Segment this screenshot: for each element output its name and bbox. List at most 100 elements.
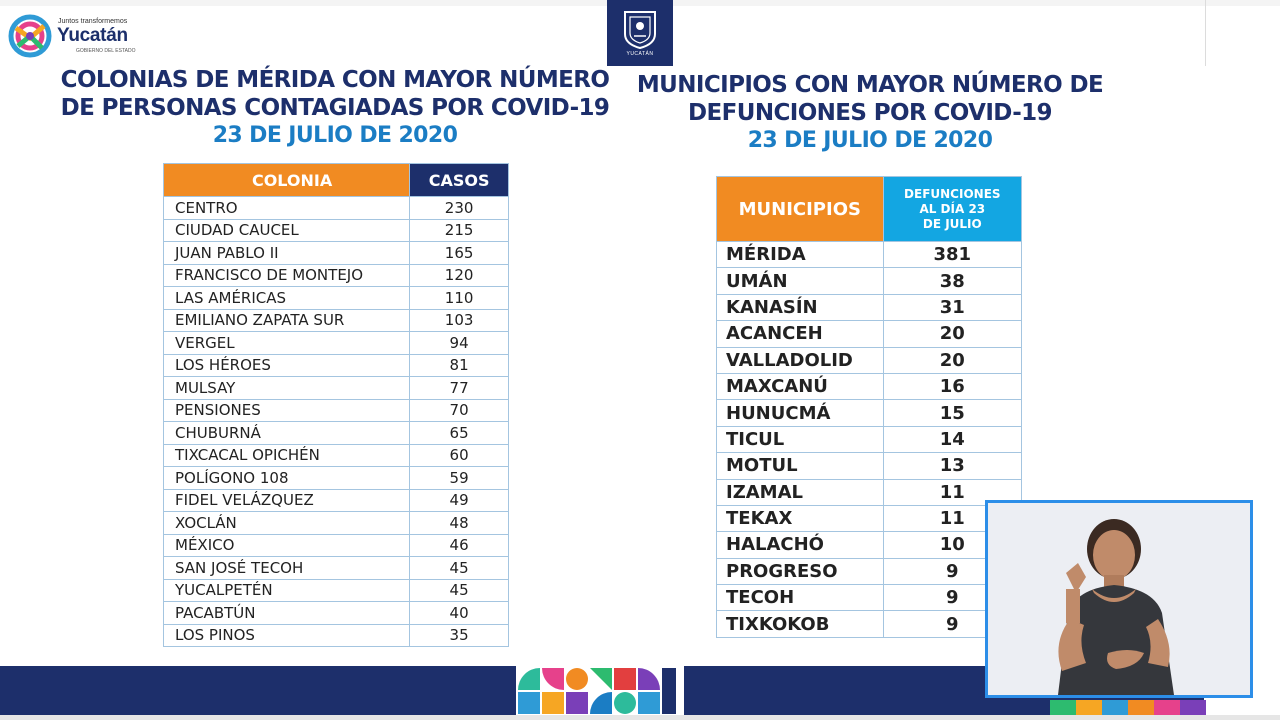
municipio-name: MOTUL	[716, 452, 884, 480]
casos-value: 35	[409, 623, 509, 647]
casos-value: 81	[409, 353, 509, 377]
table-header-row: COLONIA CASOS	[162, 163, 509, 197]
table-row: FIDEL VELÁZQUEZ 49	[162, 488, 509, 512]
table-row: HUNUCMÁ 15	[716, 399, 1023, 427]
table-row: LOS HÉROES 81	[162, 353, 509, 377]
casos-value: 215	[409, 218, 509, 242]
table-row: MAXCANÚ 16	[716, 372, 1023, 401]
table-row: HALACHÓ 10	[716, 531, 1023, 559]
right-title-line2: DEFUNCIONES POR COVID-19	[688, 100, 1053, 126]
yucatan-logo: Juntos transformemos Yucatán GOBIERNO DE…	[8, 14, 158, 58]
defunciones-value: 16	[882, 372, 1023, 401]
colonia-name: CENTRO	[162, 196, 411, 220]
casos-value: 59	[409, 466, 509, 490]
colonia-name: LOS HÉROES	[162, 353, 411, 377]
left-title-date: 23 DE JULIO DE 2020	[212, 123, 458, 148]
decorative-pattern-icon	[516, 666, 676, 715]
yucatan-logo-icon	[8, 14, 52, 58]
casos-value: 45	[409, 556, 509, 580]
municipio-name: KANASÍN	[716, 293, 884, 322]
right-title: MUNICIPIOS CON MAYOR NÚMERO DE DEFUNCION…	[620, 71, 1120, 155]
interpreter-figure-icon	[988, 503, 1250, 695]
sign-language-interpreter-video	[985, 500, 1253, 698]
colonia-name: XOCLÁN	[162, 511, 411, 535]
shield-caption: YUCATÁN	[626, 50, 654, 57]
table-row: CIUDAD CAUCEL 215	[162, 218, 509, 242]
colonia-name: POLÍGONO 108	[162, 466, 411, 490]
table-row: XOCLÁN 48	[162, 511, 509, 535]
defunciones-value: 15	[882, 399, 1023, 427]
defunciones-value: 38	[882, 267, 1023, 295]
municipio-name: TECOH	[716, 584, 884, 612]
column-header-municipios: MUNICIPIOS	[716, 176, 884, 242]
column-header-colonia: COLONIA	[162, 163, 411, 197]
table-row: TIXCACAL OPICHÉN 60	[162, 443, 509, 467]
footer-decoration	[516, 666, 676, 715]
defunciones-value: 381	[882, 240, 1023, 269]
casos-value: 77	[409, 376, 509, 400]
colonia-name: LAS AMÉRICAS	[162, 286, 411, 310]
table-row: LAS AMÉRICAS 110	[162, 286, 509, 310]
table-row: ACANCEH 20	[716, 320, 1023, 348]
casos-value: 48	[409, 511, 509, 535]
table-row: EMILIANO ZAPATA SUR 103	[162, 308, 509, 332]
left-title: COLONIAS DE MÉRIDA CON MAYOR NÚMERO DE P…	[40, 66, 630, 150]
municipio-name: HUNUCMÁ	[716, 399, 884, 427]
table-header-row: MUNICIPIOS DEFUNCIONES AL DÍA 23 DE JULI…	[716, 176, 1023, 242]
table-row: TIXKOKOB 9	[716, 610, 1023, 638]
municipio-name: TIXKOKOB	[716, 610, 884, 638]
table-row: MÉRIDA 381	[716, 240, 1023, 269]
municipio-name: PROGRESO	[716, 557, 884, 586]
table-row: PROGRESO 9	[716, 557, 1023, 586]
colonia-name: JUAN PABLO II	[162, 241, 411, 265]
colonia-name: EMILIANO ZAPATA SUR	[162, 308, 411, 332]
casos-value: 120	[409, 263, 509, 287]
decorative-strip-icon	[1050, 700, 1206, 716]
casos-value: 70	[409, 398, 509, 422]
table-row: VERGEL 94	[162, 331, 509, 355]
table-row: VALLADOLID 20	[716, 346, 1023, 374]
colonia-name: MULSAY	[162, 376, 411, 400]
footer-band-left	[0, 666, 516, 715]
left-title-line2: DE PERSONAS CONTAGIADAS POR COVID-19	[60, 95, 610, 121]
table-row: FRANCISCO DE MONTEJO 120	[162, 263, 509, 287]
defunciones-value: 31	[882, 293, 1023, 322]
table-row: IZAMAL 11	[716, 478, 1023, 506]
municipios-table: MUNICIPIOS DEFUNCIONES AL DÍA 23 DE JULI…	[716, 176, 1023, 638]
logo-tagline: Juntos transformemos	[58, 18, 128, 25]
defunciones-header-line1: DEFUNCIONES	[904, 186, 1001, 201]
casos-value: 165	[409, 241, 509, 265]
table-row: PENSIONES 70	[162, 398, 509, 422]
table-row: UMÁN 38	[716, 267, 1023, 295]
municipio-name: MAXCANÚ	[716, 372, 884, 401]
municipio-name: TEKAX	[716, 504, 884, 533]
logo-government: GOBIERNO DEL ESTADO	[76, 48, 136, 54]
casos-value: 40	[409, 601, 509, 625]
table-row: LOS PINOS 35	[162, 623, 509, 647]
logo-name: Yucatán	[57, 25, 128, 46]
casos-value: 103	[409, 308, 509, 332]
colonia-name: MÉXICO	[162, 533, 411, 557]
casos-value: 49	[409, 488, 509, 512]
column-header-casos: CASOS	[409, 163, 509, 197]
divider-line	[1205, 0, 1206, 66]
table-row: CENTRO 230	[162, 196, 509, 220]
table-row: PACABTÚN 40	[162, 601, 509, 625]
defunciones-value: 20	[882, 320, 1023, 348]
colonia-name: VERGEL	[162, 331, 411, 355]
colonia-name: FRANCISCO DE MONTEJO	[162, 263, 411, 287]
casos-value: 45	[409, 578, 509, 602]
municipio-name: UMÁN	[716, 267, 884, 295]
table-row: TECOH 9	[716, 584, 1023, 612]
casos-value: 60	[409, 443, 509, 467]
colonia-name: PACABTÚN	[162, 601, 411, 625]
defunciones-value: 20	[882, 346, 1023, 374]
colonia-name: CIUDAD CAUCEL	[162, 218, 411, 242]
column-header-defunciones: DEFUNCIONES AL DÍA 23 DE JULIO	[882, 176, 1023, 242]
table-row: KANASÍN 31	[716, 293, 1023, 322]
colonia-name: PENSIONES	[162, 398, 411, 422]
table-row: SAN JOSÉ TECOH 45	[162, 556, 509, 580]
casos-value: 110	[409, 286, 509, 310]
shield-icon	[624, 10, 656, 49]
municipio-name: HALACHÓ	[716, 531, 884, 559]
